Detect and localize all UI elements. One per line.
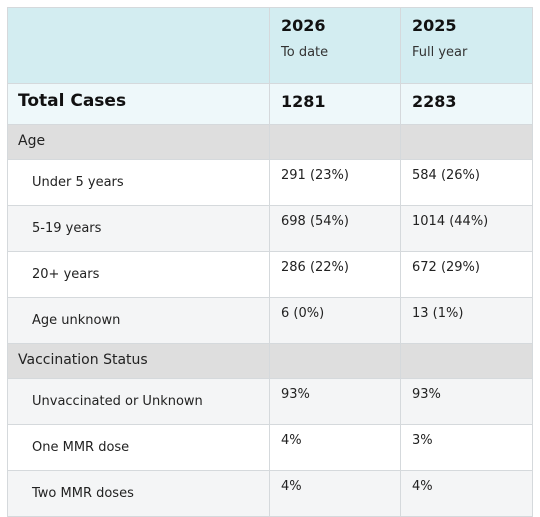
row-value-2025: 13 (1%)	[400, 297, 533, 344]
row-label: Unvaccinated or Unknown	[7, 378, 270, 425]
row-label: One MMR dose	[7, 424, 270, 471]
total-cases-row: Total Cases 1281 2283	[7, 83, 533, 125]
table-header-row: 2026 To date 2025 Full year	[7, 7, 533, 84]
row-label: 5-19 years	[7, 205, 270, 252]
row-value-2025: 93%	[400, 378, 533, 425]
row-value-2025: 3%	[400, 424, 533, 471]
table-row: 20+ years 286 (22%) 672 (29%)	[7, 251, 533, 298]
measles-cases-table-container: 2026 To date 2025 Full year Total Cases …	[7, 7, 533, 517]
total-cases-2026: 1281	[269, 83, 401, 125]
header-2025-year: 2025	[412, 16, 457, 35]
section-header-cell	[269, 343, 401, 379]
total-cases-label: Total Cases	[7, 83, 270, 125]
section-header-cell	[400, 124, 533, 160]
row-value-2025: 1014 (44%)	[400, 205, 533, 252]
table-row: Age unknown 6 (0%) 13 (1%)	[7, 297, 533, 344]
row-value-2026: 698 (54%)	[269, 205, 401, 252]
row-label: Under 5 years	[7, 159, 270, 206]
section-header-cell	[269, 124, 401, 160]
table-row: Under 5 years 291 (23%) 584 (26%)	[7, 159, 533, 206]
table-row: One MMR dose 4% 3%	[7, 424, 533, 471]
header-2025-subtitle: Full year	[412, 45, 468, 60]
header-2026-cell: 2026 To date	[269, 7, 401, 84]
row-value-2026: 291 (23%)	[269, 159, 401, 206]
header-empty-cell	[7, 7, 270, 84]
table-row: Two MMR doses 4% 4%	[7, 470, 533, 517]
header-2026-year: 2026	[281, 16, 326, 35]
section-header-cell	[400, 343, 533, 379]
measles-cases-table: 2026 To date 2025 Full year Total Cases …	[7, 7, 533, 517]
row-value-2026: 6 (0%)	[269, 297, 401, 344]
total-cases-2025: 2283	[400, 83, 533, 125]
section-title-vaccination-status: Vaccination Status	[7, 343, 270, 379]
row-label: Age unknown	[7, 297, 270, 344]
section-header-vaccination-status: Vaccination Status	[7, 343, 533, 379]
row-label: Two MMR doses	[7, 470, 270, 517]
row-value-2026: 93%	[269, 378, 401, 425]
header-2026-subtitle: To date	[281, 45, 329, 60]
row-value-2026: 286 (22%)	[269, 251, 401, 298]
row-value-2025: 672 (29%)	[400, 251, 533, 298]
row-value-2026: 4%	[269, 424, 401, 471]
section-title-age: Age	[7, 124, 270, 160]
table-row: Unvaccinated or Unknown 93% 93%	[7, 378, 533, 425]
section-header-age: Age	[7, 124, 533, 160]
table-row: 5-19 years 698 (54%) 1014 (44%)	[7, 205, 533, 252]
row-value-2025: 584 (26%)	[400, 159, 533, 206]
header-2025-cell: 2025 Full year	[400, 7, 533, 84]
row-label: 20+ years	[7, 251, 270, 298]
